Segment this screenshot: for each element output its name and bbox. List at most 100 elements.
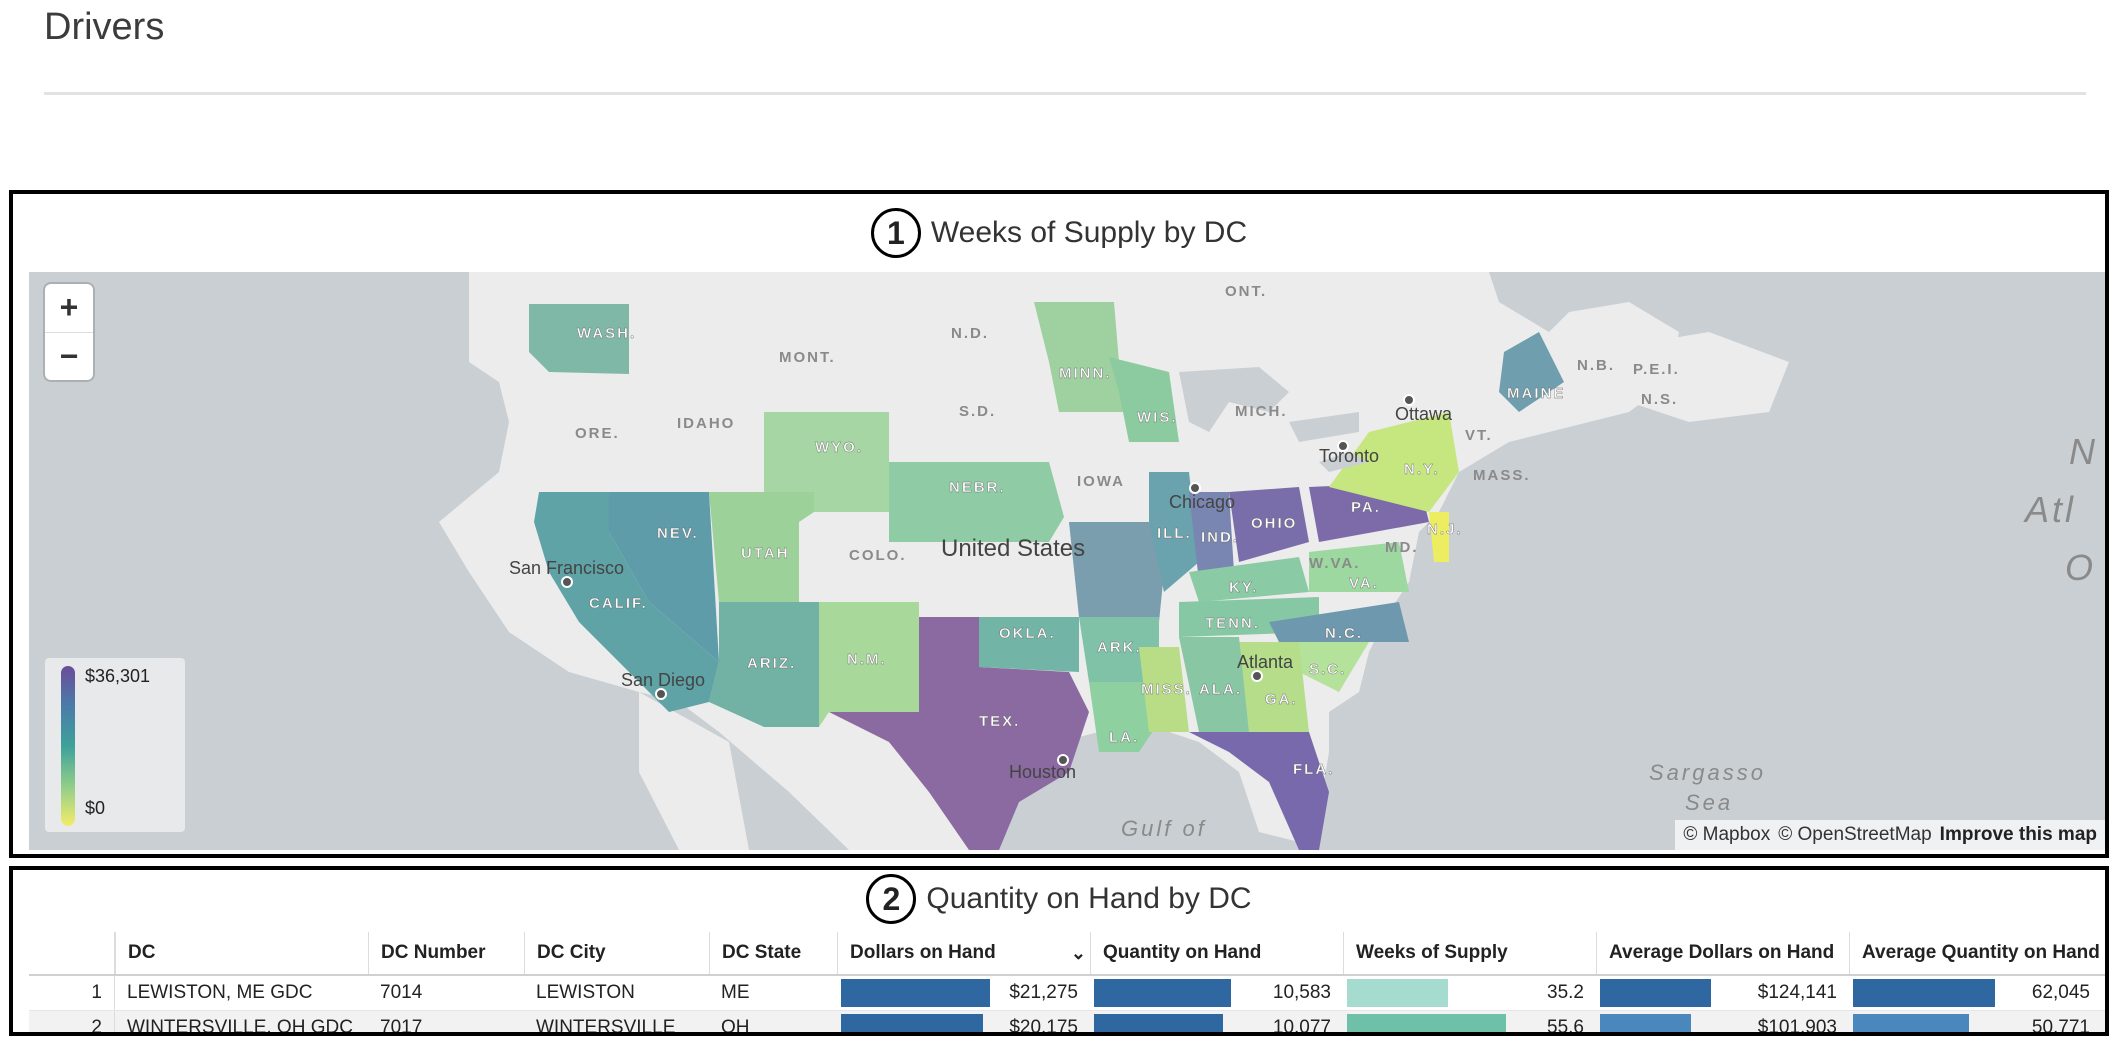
header-dollars-on-hand[interactable]: Dollars on Hand ⌄: [837, 932, 1090, 974]
label-atl3: O: [2065, 547, 2096, 588]
map-title: Weeks of Supply by DC: [930, 216, 1248, 249]
label-ala: ALA.: [1199, 681, 1242, 698]
callout-number-1: 1: [870, 208, 921, 258]
label-maine: MAINE: [1507, 385, 1565, 402]
cell-dc-number: 7017: [380, 1017, 423, 1036]
state-arkansas: [1079, 617, 1159, 682]
cell-dc: LEWISTON, ME GDC: [127, 982, 313, 1003]
label-okla: OKLA.: [999, 625, 1056, 642]
header-weeks-of-supply[interactable]: Weeks of Supply: [1343, 932, 1596, 974]
label-sd-city: San Diego: [621, 670, 705, 690]
label-atl1: N: [2069, 431, 2098, 472]
osm-link[interactable]: © OpenStreetMap: [1778, 824, 1932, 845]
city-dot-chicago: [1189, 482, 1201, 494]
header-avg-quantity[interactable]: Average Quantity on Hand: [1849, 932, 2102, 974]
bar-avg-quantity-fill: [1853, 1014, 1970, 1032]
city-dot-houston: [1057, 754, 1069, 766]
bar-weeks-of-supply: 35.2: [1343, 976, 1596, 1010]
bar-avg-dollars-value: $101,903: [1757, 1017, 1837, 1036]
state-utah: [709, 492, 814, 602]
map-attribution: © Mapbox © OpenStreetMap Improve this ma…: [1675, 820, 2105, 850]
label-sc: S.C.: [1309, 661, 1346, 678]
city-dot-sf: [561, 576, 573, 588]
state-kentucky: [1189, 557, 1309, 602]
label-md: MD.: [1385, 539, 1419, 556]
bar-weeks-of-supply-fill: [1347, 979, 1449, 1007]
table-title: Quantity on Hand by DC: [926, 882, 1252, 915]
label-atl2: Atl: [2023, 489, 2076, 530]
bar-quantity: 10,583: [1090, 976, 1343, 1010]
state-mississippi: [1139, 647, 1189, 732]
table-row[interactable]: 1 LEWISTON, ME GDC 7014 LEWISTON ME $21,275 10…: [29, 976, 2105, 1011]
state-missouri: [1069, 522, 1164, 622]
bar-avg-dollars-fill: [1600, 979, 1712, 1007]
cell-dc-city: WINTERSVILLE: [536, 1017, 676, 1036]
header-avg-dollars[interactable]: Average Dollars on Hand: [1596, 932, 1849, 974]
label-sargasso: Sargasso: [1649, 760, 1766, 785]
state-virginia: [1309, 542, 1409, 592]
state-arizona: [709, 602, 819, 727]
header-dc-state[interactable]: DC State: [709, 932, 837, 974]
label-nc: N.C.: [1325, 625, 1363, 642]
bar-quantity-value: 10,583: [1272, 982, 1331, 1003]
state-new-york: [1329, 412, 1459, 512]
state-new-mexico: [819, 602, 919, 727]
map-canvas: WASH. MINN. WIS. WYO. NEBR. NEV. UTAH CA…: [439, 272, 2098, 850]
table-panel-header: 2 Quantity on Hand by DC: [13, 870, 2105, 928]
label-wash: WASH.: [577, 325, 636, 342]
city-dot-ottawa: [1403, 394, 1415, 406]
label-utah: UTAH: [741, 545, 790, 562]
label-la: LA.: [1109, 729, 1139, 746]
label-tenn: TENN.: [1205, 615, 1260, 632]
label-nev: NEV.: [657, 525, 699, 542]
bar-avg-dollars: $124,141: [1596, 976, 1849, 1010]
label-ark: ARK.: [1097, 639, 1142, 656]
map-panel: 1 Weeks of Supply by DC: [9, 190, 2109, 858]
label-gulf: Gulf of: [1121, 816, 1207, 841]
header-dc-city[interactable]: DC City: [524, 932, 709, 974]
zoom-in-button[interactable]: +: [59, 289, 79, 326]
state-indiana: [1189, 492, 1234, 582]
state-south-carolina: [1299, 642, 1369, 692]
data-table: DC DC Number DC City DC State Dollars on…: [29, 932, 2105, 1036]
header-dc-number[interactable]: DC Number: [368, 932, 524, 974]
bar-avg-quantity-fill: [1853, 979, 1995, 1007]
label-nb: N.B.: [1577, 357, 1615, 374]
bar-weeks-of-supply: 55.6: [1343, 1011, 1596, 1032]
table-body: 1 LEWISTON, ME GDC 7014 LEWISTON ME $21,275 10…: [29, 976, 2105, 1036]
bar-avg-quantity: 62,045: [1849, 976, 2102, 1010]
label-colo: COLO.: [849, 547, 907, 564]
label-nd: N.D.: [951, 325, 989, 342]
zoom-control: + −: [45, 284, 93, 380]
mapbox-link[interactable]: © Mapbox: [1683, 824, 1771, 845]
table-header-row: DC DC Number DC City DC State Dollars on…: [29, 932, 2105, 976]
state-wisconsin: [1109, 357, 1179, 442]
bar-dollars: $21,275: [837, 976, 1090, 1010]
table-row[interactable]: 2 WINTERSVILLE, OH GDC 7017 WINTERSVILLE OH $…: [29, 1011, 2105, 1036]
sort-chevron-down-icon[interactable]: ⌄: [1070, 942, 1086, 963]
zoom-out-button[interactable]: −: [45, 331, 93, 381]
bar-avg-quantity: 50,771: [1849, 1011, 2102, 1032]
legend-min-label: $0: [85, 798, 106, 818]
choropleth-map[interactable]: WASH. MINN. WIS. WYO. NEBR. NEV. UTAH CA…: [29, 272, 2105, 850]
state-wyoming: [764, 412, 889, 512]
cell-dc-state: ME: [721, 982, 750, 1003]
state-florida: [1189, 732, 1329, 850]
state-california: [534, 492, 719, 712]
header-dc[interactable]: DC: [115, 932, 368, 974]
label-ore: ORE.: [575, 425, 620, 442]
legend-gradient: [61, 666, 75, 826]
label-pei: P.E.I.: [1633, 361, 1680, 378]
label-ns: N.S.: [1641, 391, 1678, 408]
bar-dollars: $20,175: [837, 1011, 1090, 1032]
label-calif: CALIF.: [589, 595, 648, 612]
header-quantity-on-hand[interactable]: Quantity on Hand: [1090, 932, 1343, 974]
state-texas: [829, 617, 1089, 850]
label-idaho: IDAHO: [677, 415, 735, 432]
bar-avg-dollars: $101,903: [1596, 1011, 1849, 1036]
improve-map-link[interactable]: Improve this map: [1939, 824, 2097, 845]
header-dollars-label: Dollars on Hand: [850, 942, 996, 963]
state-nebraska: [889, 462, 1064, 542]
cell-dc-number: 7014: [380, 982, 423, 1003]
state-maine: [1499, 332, 1564, 412]
